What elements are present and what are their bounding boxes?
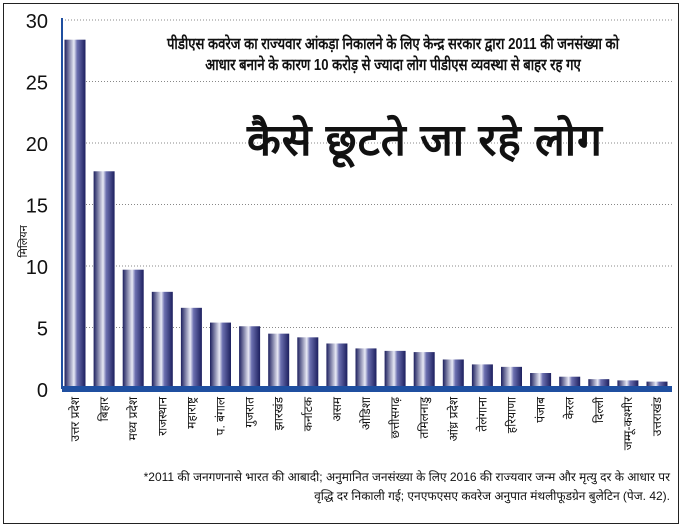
- footnote-line: *2011 की जनगणनासे भारत की आबादी; अनुमानि…: [143, 470, 670, 484]
- x-tick-label: केरल: [563, 396, 577, 419]
- footnote-line: वृद्धि दर निकाली गई; एनएफएसए कवरेज अनुपा…: [314, 489, 670, 503]
- x-tick-label: बिहार: [97, 396, 111, 421]
- bar: [559, 376, 581, 389]
- x-tick-label: आंध्र प्रदेश: [446, 396, 460, 441]
- bar: [413, 352, 435, 389]
- x-tick-label: छत्तीसगढ़: [388, 397, 402, 439]
- x-tick-label: मध्य प्रदेश: [126, 396, 140, 440]
- bar: [151, 291, 173, 389]
- bar: [617, 380, 639, 389]
- bar: [210, 322, 231, 389]
- x-tick-label: जम्मू-कश्मीर: [621, 396, 636, 450]
- bar: [93, 171, 115, 389]
- bar: [646, 381, 668, 389]
- y-tick-label: 30: [26, 11, 48, 33]
- x-tick-label: प. बंगाल: [214, 396, 228, 435]
- bar: [384, 350, 406, 389]
- x-tick-label: तेलंगाना: [475, 396, 489, 432]
- bar: [442, 359, 464, 389]
- y-tick-label: 10: [26, 257, 48, 279]
- y-tick-label: 5: [37, 319, 48, 341]
- bar: [471, 364, 493, 389]
- footnote: *2011 की जनगणनासे भारत की आबादी; अनुमानि…: [144, 468, 670, 506]
- y-axis-label: मिलियन: [17, 224, 30, 257]
- bar: [268, 333, 290, 389]
- y-tick-label: 0: [37, 380, 48, 402]
- x-tick-label: महाराष्ट्र: [184, 396, 198, 429]
- x-tick-label: असम: [330, 396, 344, 421]
- x-tick-label: कर्नाटक: [301, 396, 315, 431]
- bar: [122, 269, 144, 389]
- bar: [355, 348, 377, 389]
- x-tick-label: उत्तर प्रदेश: [68, 396, 82, 441]
- bar: [64, 39, 86, 390]
- bar: [501, 366, 522, 389]
- x-tick-label: तमिलनाडु: [417, 396, 432, 438]
- bar: [530, 373, 552, 389]
- x-tick-label: झारखंड: [272, 396, 286, 430]
- x-tick-label: हरियाणा: [505, 396, 519, 433]
- y-tick-label: 15: [26, 196, 48, 218]
- x-axis: [62, 386, 672, 392]
- x-tick-label: पंजाब: [534, 396, 548, 423]
- bar: [326, 343, 348, 389]
- chart-subtitle: पीडीएस कवरेज का राज्यवार आंकड़ा निकालने …: [166, 36, 620, 74]
- y-tick-label: 20: [26, 134, 48, 156]
- bar: [588, 379, 610, 389]
- bar: [180, 307, 202, 389]
- bar: [239, 326, 261, 389]
- x-tick-label: राजस्थान: [155, 397, 169, 436]
- x-tick-label: गुजरात: [243, 396, 258, 428]
- chart-frame: [3, 3, 679, 524]
- x-tick-label: उत्तराखंड: [650, 396, 664, 436]
- y-tick-label: 25: [26, 73, 48, 95]
- chart-title: कैसे छूटते जा रहे लोग: [247, 116, 603, 165]
- bar: [297, 337, 319, 389]
- x-tick-label: दिल्ली: [592, 396, 606, 423]
- x-tick-label: ओडिशा: [359, 396, 373, 430]
